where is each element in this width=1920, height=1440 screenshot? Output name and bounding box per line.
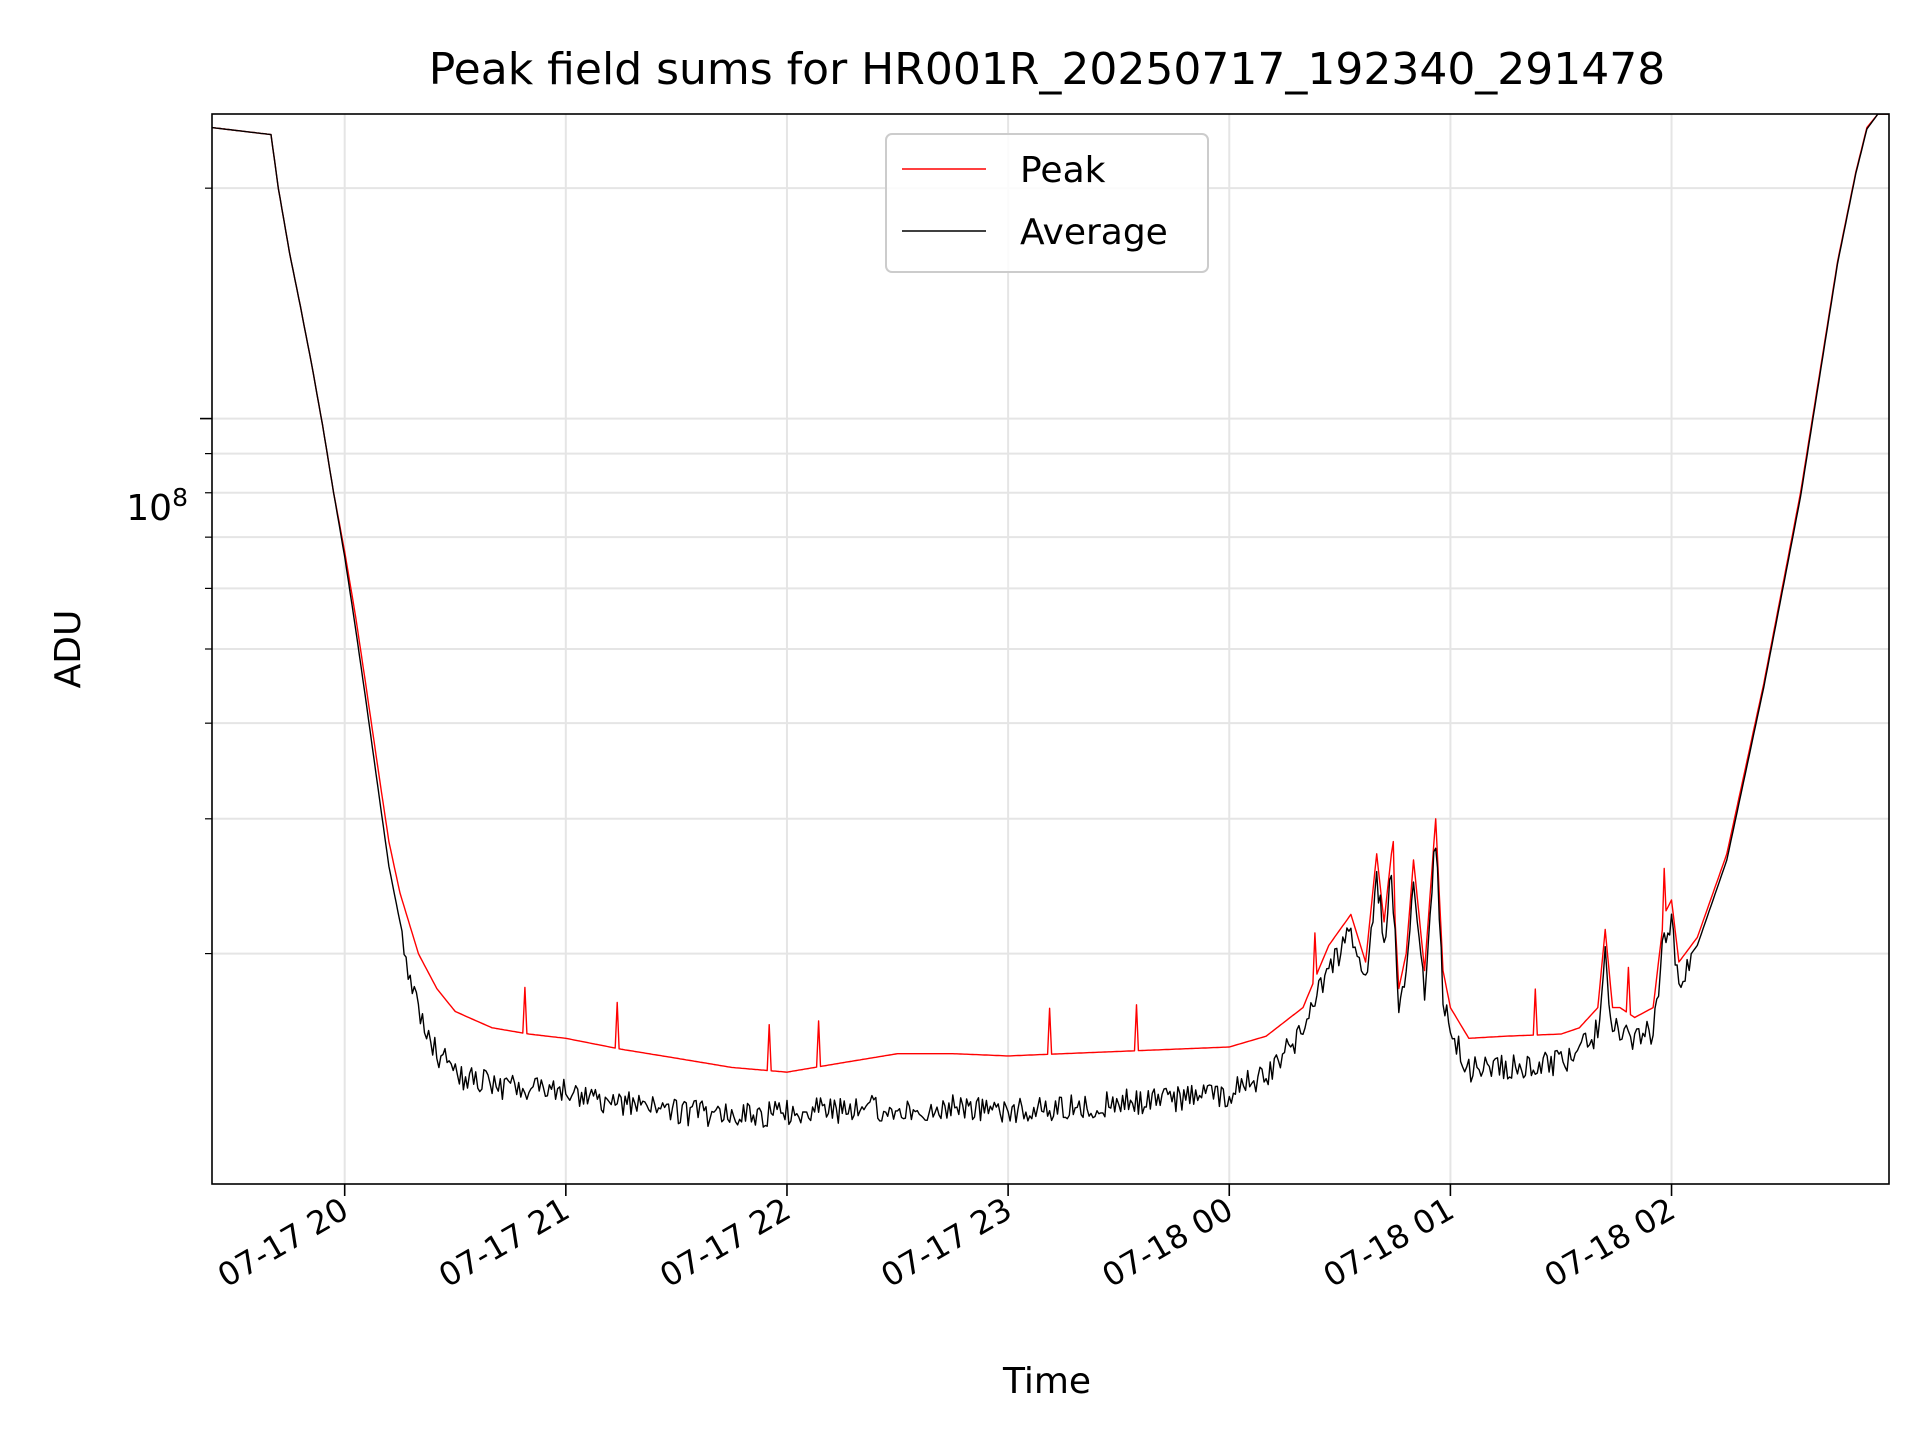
y-tick-base: 10 (126, 488, 172, 529)
legend-label-peak: Peak (1020, 150, 1106, 191)
y-tick-label-major: 108 (126, 483, 188, 529)
legend: Peak Average (885, 133, 1209, 273)
y-axis-label: ADU (48, 610, 89, 689)
plot-area (211, 113, 1890, 1185)
x-axis-label: Time (1002, 1361, 1091, 1402)
y-tick-exponent: 8 (172, 483, 188, 512)
series-layer (212, 114, 1889, 1128)
legend-label-average: Average (1020, 212, 1168, 253)
chart-title: Peak field sums for HR001R_20250717_1923… (429, 44, 1666, 95)
series-line-average (212, 114, 1889, 1128)
y-axis-ticks (200, 187, 212, 955)
series-line-peak (212, 114, 1889, 1073)
grid-lines (212, 114, 1889, 1184)
